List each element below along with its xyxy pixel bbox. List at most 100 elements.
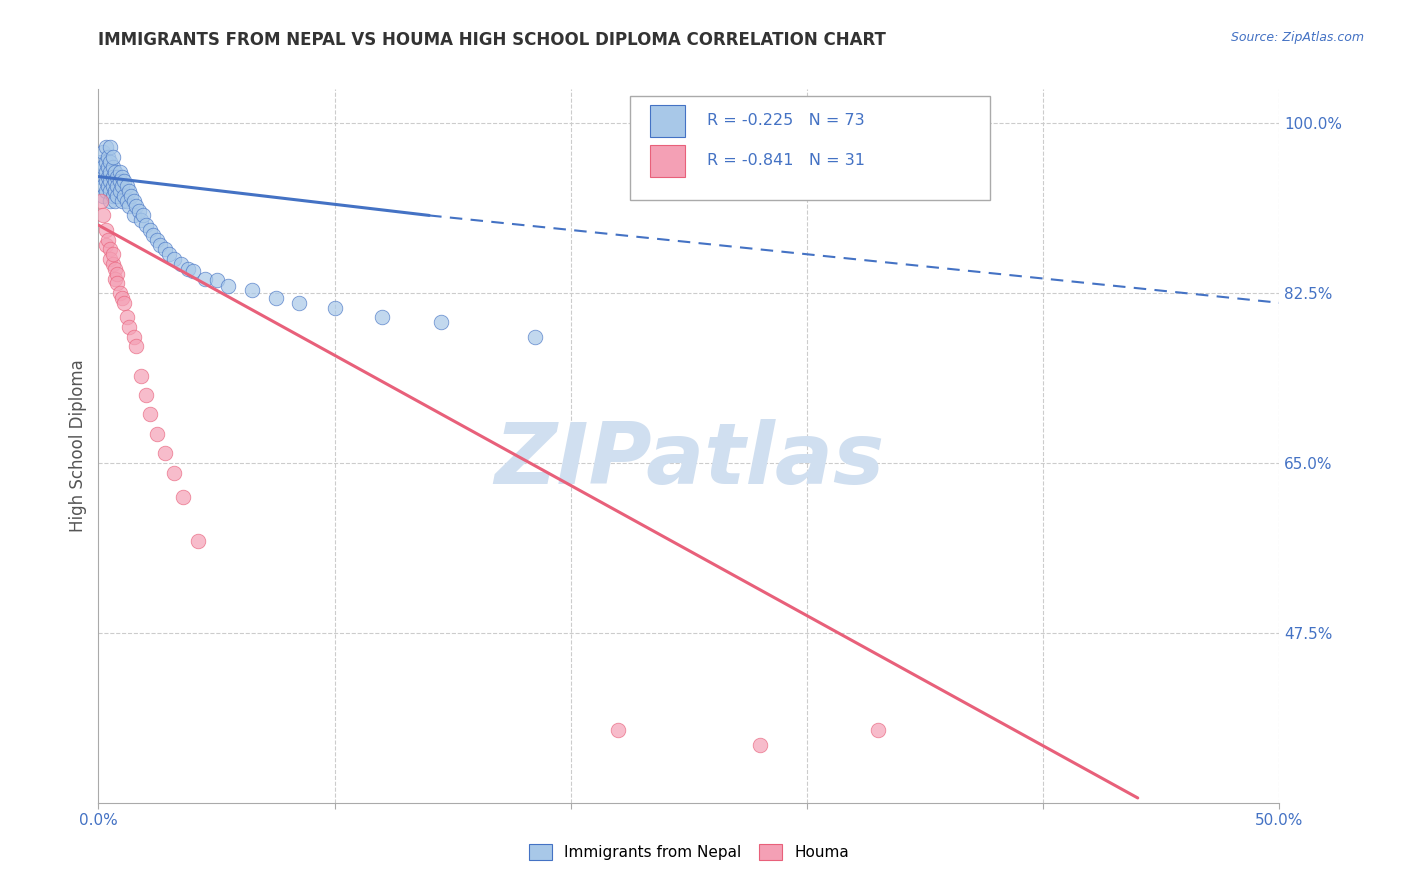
Point [371,310,394,325]
Point [112,295,135,310]
Text: Source: ZipAtlas.com: Source: ZipAtlas.com [1230,31,1364,45]
Point [194,271,217,285]
Point [115,179,138,194]
Point [153,243,176,257]
Point [94,174,117,188]
Point [98,165,121,179]
Point [112,189,135,203]
Point [146,426,169,441]
Point [163,252,186,266]
Point [98,174,121,188]
Point [111,169,134,184]
Point [240,283,263,297]
Point [94,184,117,198]
Point [94,165,117,179]
Point [101,160,124,174]
Y-axis label: High School Diploma: High School Diploma [69,359,87,533]
Point [135,218,157,232]
Point [121,189,143,203]
Point [90,169,112,184]
Point [91,145,114,160]
Point [142,227,165,242]
Point [146,233,169,247]
Point [111,194,134,208]
Point [129,213,152,227]
Point [101,189,124,203]
Point [125,339,148,353]
Point [101,179,124,194]
FancyBboxPatch shape [630,96,990,200]
Point [94,140,117,154]
Point [90,194,112,208]
Point [97,179,120,194]
Point [105,189,128,203]
Point [115,310,138,325]
Point [170,257,193,271]
Point [128,203,150,218]
Legend: Immigrants from Nepal, Houma: Immigrants from Nepal, Houma [523,838,855,866]
Point [866,723,889,737]
Point [91,179,114,194]
Point [91,208,114,222]
Point [115,194,138,208]
Point [139,223,162,237]
Point [132,208,155,222]
Point [98,194,121,208]
Point [104,261,127,276]
Point [122,194,145,208]
Point [91,189,114,203]
Text: R = -0.841   N = 31: R = -0.841 N = 31 [707,153,865,169]
Point [101,247,124,261]
Point [97,160,120,174]
Point [129,368,152,383]
Point [172,490,194,504]
Point [98,184,121,198]
Point [104,174,127,188]
Point [607,723,630,737]
Point [111,291,134,305]
Point [94,237,117,252]
Point [108,286,131,301]
Point [97,169,120,184]
Point [91,160,114,174]
Point [217,279,239,293]
Point [101,257,124,271]
Point [135,388,157,402]
Point [149,237,172,252]
Point [90,155,112,169]
Point [122,330,145,344]
Point [125,199,148,213]
Point [177,261,200,276]
Point [112,174,135,188]
FancyBboxPatch shape [650,105,685,137]
Text: R = -0.225   N = 73: R = -0.225 N = 73 [707,113,865,128]
Text: ZIPatlas: ZIPatlas [494,418,884,502]
FancyBboxPatch shape [650,145,685,177]
Point [323,301,346,315]
Point [118,199,141,213]
Point [264,291,287,305]
Point [153,446,176,460]
Point [97,233,120,247]
Point [94,155,117,169]
Point [108,174,131,188]
Point [104,271,127,285]
Point [98,243,121,257]
Point [98,252,121,266]
Point [122,208,145,222]
Point [98,155,121,169]
Point [101,169,124,184]
Point [181,264,204,278]
Point [105,169,128,184]
Point [205,273,228,287]
Point [105,277,128,291]
Point [105,179,128,194]
Point [288,295,311,310]
Point [104,194,127,208]
Point [157,247,180,261]
Point [108,165,131,179]
Text: IMMIGRANTS FROM NEPAL VS HOUMA HIGH SCHOOL DIPLOMA CORRELATION CHART: IMMIGRANTS FROM NEPAL VS HOUMA HIGH SCHO… [98,31,886,49]
Point [118,184,141,198]
Point [101,150,124,164]
Point [104,184,127,198]
